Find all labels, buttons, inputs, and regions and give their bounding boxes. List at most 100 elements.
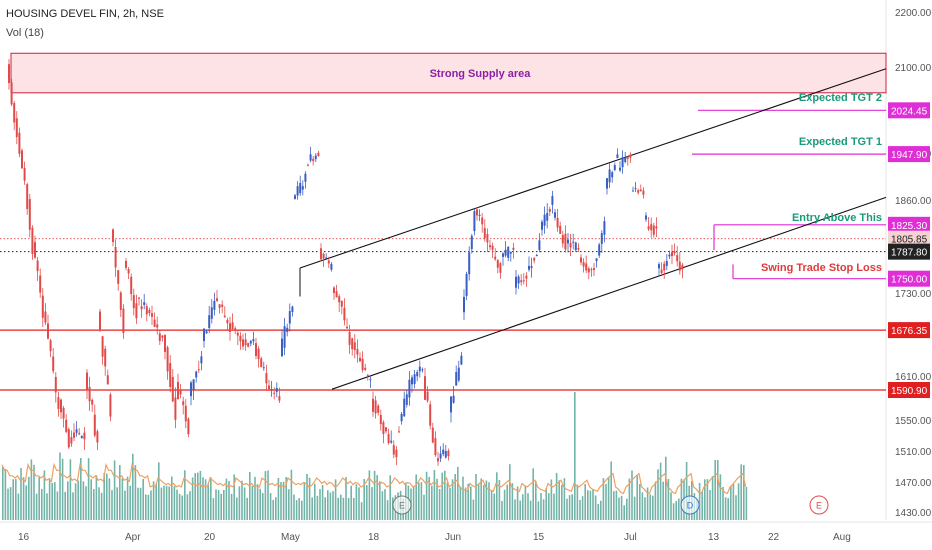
- candle-body: [346, 326, 348, 329]
- volume-bar: [672, 503, 675, 520]
- candle-body: [275, 387, 278, 392]
- candle-body: [632, 190, 634, 192]
- candle-body: [190, 382, 192, 397]
- candle-body: [481, 217, 484, 225]
- volume-bar: [233, 474, 235, 520]
- candle-body: [530, 266, 533, 268]
- volume-bar: [191, 477, 194, 520]
- entry-label: Entry Above This: [792, 212, 882, 224]
- volume-bar: [61, 458, 64, 520]
- volume-bar: [436, 478, 438, 520]
- volume-bar: [67, 481, 69, 520]
- volume-bar: [464, 487, 467, 520]
- volume-bar: [324, 497, 326, 520]
- volume-bar: [711, 476, 714, 520]
- candle-body: [164, 335, 166, 352]
- candle-body: [127, 269, 130, 274]
- price-badge-label: 1825.30: [891, 221, 928, 232]
- candle-body: [361, 358, 364, 371]
- candle-body: [637, 190, 640, 193]
- candle-body: [247, 343, 250, 347]
- x-tick-label: 20: [204, 532, 216, 543]
- volume-bar: [459, 486, 462, 520]
- candle-body: [629, 154, 632, 158]
- volume-bar: [363, 479, 365, 520]
- volume-bar: [719, 474, 722, 520]
- volume-bar: [212, 498, 215, 520]
- volume-bar: [48, 478, 51, 520]
- volume-bar: [618, 497, 620, 520]
- candle-body: [239, 335, 242, 342]
- candle-body: [457, 367, 460, 381]
- candle-body: [62, 407, 65, 419]
- volume-bar: [379, 481, 381, 520]
- volume-bar: [207, 483, 209, 520]
- volume-bar: [33, 464, 35, 520]
- current-price-lines: [0, 238, 886, 253]
- volume-bar: [327, 490, 329, 520]
- target-2-label: Expected TGT 2: [799, 92, 882, 104]
- candle-body: [450, 396, 452, 413]
- volume-bar: [597, 504, 599, 520]
- candle-body: [621, 157, 624, 168]
- volume-bar: [555, 472, 558, 520]
- candle-body: [460, 355, 463, 365]
- volume-bar: [301, 500, 303, 520]
- volume-bar: [259, 488, 261, 520]
- candle-body: [13, 103, 16, 123]
- candle-body: [78, 432, 81, 435]
- volume-bar: [574, 392, 576, 520]
- volume-bar: [737, 483, 740, 520]
- candle-body: [517, 276, 520, 284]
- volume-bar: [246, 497, 248, 520]
- candle-body: [424, 376, 426, 400]
- volume-bar: [311, 497, 313, 520]
- volume-bar: [210, 477, 212, 520]
- candle-body: [478, 214, 481, 216]
- volume-bar: [678, 498, 680, 520]
- candle-body: [322, 253, 325, 259]
- candle-body: [15, 118, 18, 138]
- volume-bar: [262, 493, 264, 520]
- candle-body: [166, 347, 169, 372]
- candle-body: [47, 323, 49, 339]
- candle-body: [668, 254, 671, 257]
- volume-bar: [290, 469, 293, 520]
- candle-body: [538, 240, 541, 251]
- volume-bar: [56, 491, 59, 520]
- volume-bar: [178, 493, 181, 520]
- candle-body: [590, 269, 593, 271]
- candle-body: [606, 178, 608, 189]
- volume-bar: [607, 477, 610, 520]
- volume-bar: [532, 468, 534, 520]
- candle-body: [255, 343, 257, 357]
- volume-bar: [355, 484, 358, 520]
- candle-body: [312, 158, 315, 162]
- candle-body: [356, 348, 359, 355]
- candle-body: [249, 340, 252, 344]
- candle-body: [18, 132, 21, 154]
- candle-body: [171, 377, 174, 402]
- candle-body: [231, 322, 234, 329]
- volume-bar: [35, 493, 38, 520]
- volume-bar: [225, 478, 228, 520]
- candle-body: [288, 311, 291, 324]
- candle-body: [413, 374, 416, 384]
- volume-bar: [158, 462, 160, 520]
- y-tick-label: 1510.00: [895, 447, 932, 458]
- volume-bar: [389, 475, 391, 520]
- candle-body: [161, 335, 164, 338]
- volume-bar: [46, 493, 48, 520]
- candle-body: [429, 404, 432, 426]
- x-tick-label: 13: [708, 532, 720, 543]
- candle-body: [23, 167, 26, 181]
- volume-bar: [522, 494, 524, 520]
- volume-bar: [605, 483, 607, 520]
- volume-bar: [730, 486, 732, 520]
- volume-bar: [332, 491, 334, 520]
- candle-body: [580, 257, 582, 263]
- volume-bar: [717, 460, 719, 520]
- volume-bar: [358, 487, 360, 520]
- volume-bar: [82, 481, 85, 520]
